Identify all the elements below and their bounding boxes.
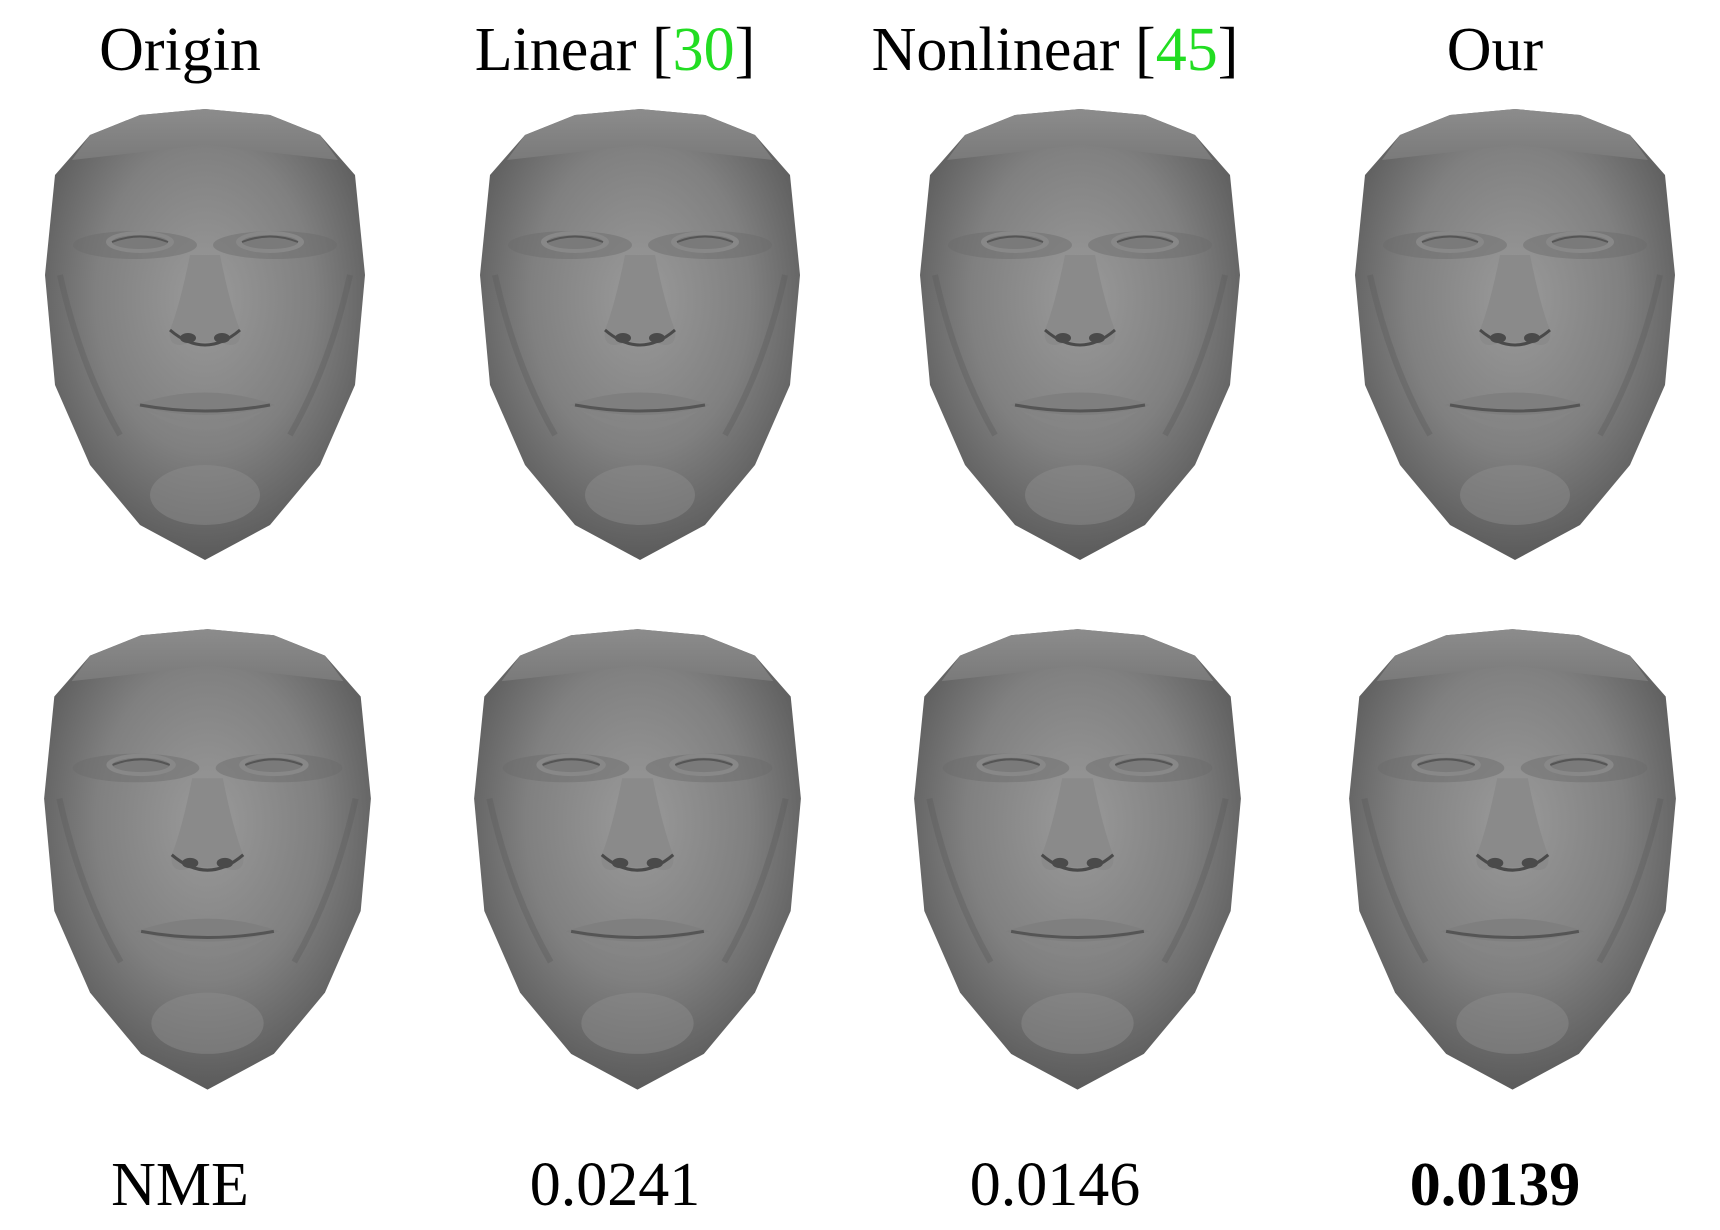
metric-label-nme: NME	[111, 1151, 249, 1219]
face-render-linear-row1	[455, 105, 825, 575]
face-render-our-row2	[1320, 625, 1705, 1105]
column-header-row: Origin Linear [30] Nonlinear [45] Our	[0, 10, 1720, 90]
face-render-linear-row2	[445, 625, 830, 1105]
metric-value-our: 0.0139	[1409, 1151, 1581, 1219]
metric-value-nonlinear: 0.0146	[969, 1151, 1141, 1219]
face-render-origin-row1	[20, 105, 390, 575]
citation-link[interactable]: 45	[1155, 16, 1218, 84]
column-title-our: Our	[1446, 16, 1544, 84]
metric-row: NME 0.0241 0.0146 0.0139	[0, 1140, 1720, 1230]
face-render-our-row1	[1330, 105, 1700, 575]
column-title-nonlinear: Nonlinear [45]	[871, 16, 1239, 84]
citation-link[interactable]: 30	[672, 16, 735, 84]
column-title-origin: Origin	[99, 16, 261, 84]
face-render-origin-row2	[15, 625, 400, 1105]
face-render-nonlinear-row1	[895, 105, 1265, 575]
column-title-linear: Linear [30]	[474, 16, 756, 84]
metric-value-linear: 0.0241	[529, 1151, 701, 1219]
face-render-nonlinear-row2	[885, 625, 1270, 1105]
